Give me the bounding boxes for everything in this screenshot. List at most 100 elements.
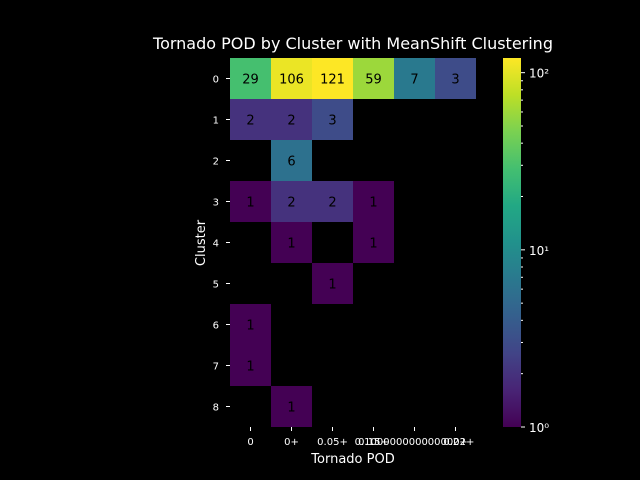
colorbar-tick-label: 10⁰ [529,421,549,435]
heatmap-cell [271,58,312,99]
heatmap-cell [312,386,353,427]
heatmap-cell [435,58,476,99]
heatmap-cell [435,222,476,263]
heatmap-cell-label: 1 [287,237,295,252]
heatmap-cell [312,99,353,140]
x-tick-label: 0.05+ [317,437,348,448]
heatmap-cell [353,304,394,345]
heatmap-cell-label: 59 [365,73,382,88]
chart-title: Tornado POD by Cluster with MeanShift Cl… [152,34,553,53]
heatmap-cell [353,140,394,181]
heatmap-cell [271,386,312,427]
heatmap-cell [230,304,271,345]
heatmap-cell [312,345,353,386]
heatmap-cell [394,222,435,263]
heatmap-cells [230,58,476,427]
heatmap-cell [230,222,271,263]
heatmap-cell-label: 1 [369,237,377,252]
colorbar-tick-label: 10² [529,67,549,81]
heatmap-cell [394,99,435,140]
heatmap-cell [312,58,353,99]
heatmap-cell [435,345,476,386]
heatmap-cell [230,386,271,427]
y-tick-label: 8 [213,403,219,414]
heatmap-cell-label: 1 [369,196,377,211]
heatmap-cell [271,181,312,222]
heatmap-cell [230,140,271,181]
heatmap-cell [271,99,312,140]
heatmap-cell-label: 3 [328,114,336,129]
y-axis-ticks: 0 1 2 3 4 5 6 7 8 [213,75,230,414]
heatmap-cell [353,345,394,386]
heatmap-cell [435,304,476,345]
heatmap-cell [394,181,435,222]
heatmap-cell [353,181,394,222]
heatmap-cell [312,140,353,181]
y-tick-label: 4 [213,239,219,250]
heatmap-cell [353,263,394,304]
heatmap-cell-label: 29 [242,73,259,88]
heatmap-cell-label: 106 [279,73,304,88]
x-tick-label: 0+ [284,437,299,448]
heatmap-cell [435,99,476,140]
heatmap-cell [312,181,353,222]
heatmap-cell [230,181,271,222]
heatmap-cell [312,263,353,304]
heatmap-cell [271,263,312,304]
heatmap-cell [353,386,394,427]
x-tick-label: 0.2+ [443,437,467,448]
heatmap-cell [394,58,435,99]
x-tick-label: 0 [247,437,253,448]
y-tick-label: 0 [213,75,219,86]
heatmap-cell [435,181,476,222]
heatmap-cell [394,304,435,345]
heatmap-cell [435,140,476,181]
heatmap-cell [271,304,312,345]
heatmap-cell-label: 2 [287,114,295,129]
heatmap-cell [230,263,271,304]
heatmap-cell-label: 1 [246,360,254,375]
colorbar-ticks: 10⁰ 10¹ 10² [521,67,549,435]
heatmap-cell-label: 2 [246,114,254,129]
heatmap-cell [271,345,312,386]
heatmap-cell [353,99,394,140]
x-tick-label: 0.15+ [358,437,389,448]
x-axis-label: Tornado POD [310,452,394,467]
heatmap-cell [394,140,435,181]
y-tick-label: 1 [213,116,219,127]
heatmap-cell [394,386,435,427]
x-axis-ticks: 0 0+ 0.05+ 0.15+0.1000000000000002+0.2+ [247,427,474,448]
heatmap-cell [312,304,353,345]
colorbar [503,58,521,427]
heatmap-cell [230,58,271,99]
heatmap-cell [312,222,353,263]
heatmap-cell [353,222,394,263]
heatmap-cell-labels: 29 106 121 59 7 3 2 2 3 6 1 2 2 1 1 1 1 1 1 1 [242,73,459,416]
heatmap-cell [353,58,394,99]
y-tick-label: 2 [213,157,219,168]
y-tick-label: 7 [213,362,219,373]
y-tick-label: 5 [213,280,219,291]
heatmap-cell-label: 1 [246,319,254,334]
heatmap-cell-label: 121 [320,73,345,88]
heatmap-cell-label: 6 [287,155,295,170]
heatmap-cell [435,386,476,427]
colorbar-tick-label: 10¹ [529,244,549,258]
heatmap-cell [230,99,271,140]
y-axis-label: Cluster [194,219,209,266]
heatmap-cell-label: 1 [246,196,254,211]
y-tick-label: 6 [213,321,219,332]
heatmap-cell-label: 1 [287,401,295,416]
heatmap-cell [271,222,312,263]
heatmap-cell [394,263,435,304]
heatmap-cell [271,140,312,181]
heatmap-cell [394,345,435,386]
y-tick-label: 3 [213,198,219,209]
x-tick-label: 0.1000000000000002+ [355,437,475,448]
heatmap-cell-label: 7 [410,73,418,88]
heatmap-cell-label: 1 [328,278,336,293]
heatmap-cell-label: 2 [287,196,295,211]
heatmap-cell [435,263,476,304]
heatmap-cell-label: 2 [328,196,336,211]
